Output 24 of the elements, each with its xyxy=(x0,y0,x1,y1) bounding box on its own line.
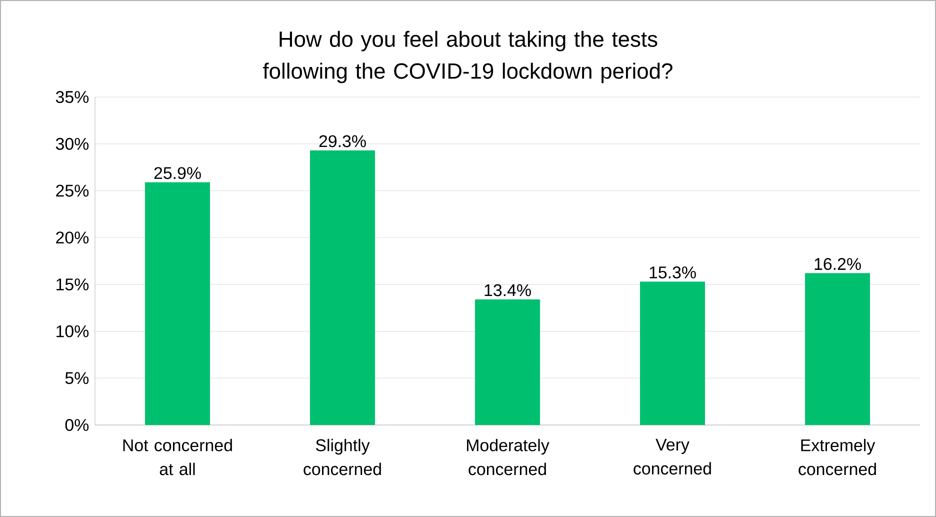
bar xyxy=(145,182,210,425)
y-tick-label: 30% xyxy=(56,138,89,150)
bar xyxy=(640,282,706,425)
y-tick-label: 5% xyxy=(65,372,89,384)
y-tick-label: 15% xyxy=(56,278,89,290)
x-tick-label: Very concerned xyxy=(634,438,711,475)
y-tick-label: 25% xyxy=(56,184,89,197)
data-label: 29.3% xyxy=(319,135,366,148)
y-tick-label: 20% xyxy=(56,232,89,244)
x-tick-label: Not concerned at all xyxy=(123,438,232,476)
chart-title: How do you feel about taking the tests following the COVID-19 lockdown period? xyxy=(263,30,672,84)
x-tick-label: Moderately concerned xyxy=(467,438,550,476)
bar xyxy=(475,299,540,425)
y-tick-label: 35% xyxy=(56,91,89,104)
y-tick-label: 0% xyxy=(65,419,89,431)
bar xyxy=(310,150,376,425)
x-tick-label: Extremely concerned xyxy=(798,438,876,476)
y-tick-label: 10% xyxy=(56,325,89,338)
data-label: 16.2% xyxy=(814,258,861,270)
data-label: 15.3% xyxy=(650,266,696,278)
data-label: 13.4% xyxy=(484,284,531,296)
bar xyxy=(805,273,870,425)
x-tick-label: Slightly concerned xyxy=(304,438,381,476)
data-label: 25.9% xyxy=(154,167,201,180)
